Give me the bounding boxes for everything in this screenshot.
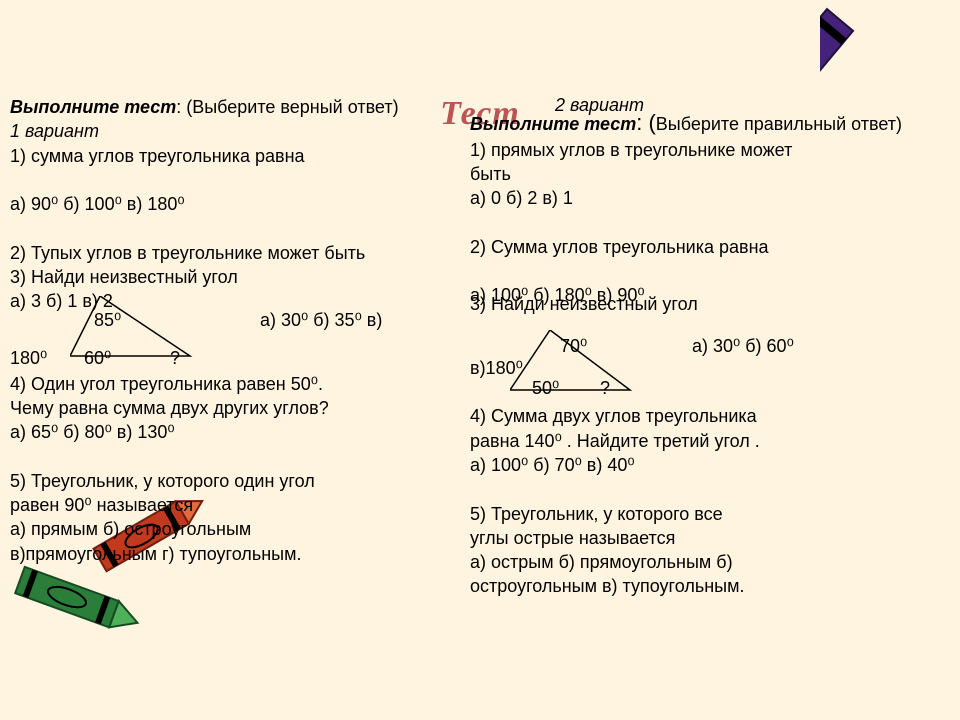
tri-left-bl: 60⁰ bbox=[84, 346, 111, 370]
q5-left-b: равен 90⁰ называется bbox=[10, 493, 465, 517]
q5-left-a: 5) Треугольник, у которого один угол bbox=[10, 469, 465, 493]
q5-right-a: 5) Треугольник, у которого все bbox=[470, 502, 925, 526]
q2-right: 2) Сумма углов треугольника равна bbox=[470, 235, 925, 259]
tri-right-top: 70⁰ bbox=[560, 334, 587, 358]
q5-right-b: углы острые называется bbox=[470, 526, 925, 550]
q5-left-c: а) прямым б) остроугольным bbox=[10, 517, 465, 541]
tri-left-br: ? bbox=[170, 346, 180, 370]
q4-right-opts: а) 100⁰ б) 70⁰ в) 40⁰ bbox=[470, 453, 925, 477]
q3-right-opts-b: в)180⁰ bbox=[470, 356, 523, 380]
q3-right-opts-a: а) 30⁰ б) 60⁰ bbox=[692, 334, 794, 358]
q1-right-opts: а) 0 б) 2 в) 1 bbox=[470, 186, 925, 210]
q5-right-c: а) острым б) прямоугольным б) bbox=[470, 550, 925, 574]
q1-left-opts: а) 90⁰ б) 100⁰ в) 180⁰ bbox=[10, 192, 465, 216]
variant-1-label: 1 вариант bbox=[10, 119, 465, 143]
q1-left: 1) сумма углов треугольника равна bbox=[10, 144, 465, 168]
q5-right-d: остроугольным в) тупоугольным. bbox=[470, 574, 925, 598]
heading-right-b: : ( bbox=[636, 110, 656, 135]
q3-left-a: 3) Найди неизвестный угол bbox=[10, 265, 465, 289]
heading-left: Выполните тест bbox=[10, 97, 176, 117]
q3-left-opts-b: 180⁰ bbox=[10, 346, 47, 370]
variant-1-column: Выполните тест: (Выберите верный ответ) … bbox=[10, 95, 465, 566]
variant-2-column: Выполните тест: (Выберите правильный отв… bbox=[470, 108, 925, 599]
heading-right-c: Выберите правильный ответ) bbox=[656, 114, 902, 134]
q3-right-a: 3) Найди неизвестный угол bbox=[470, 292, 925, 316]
q4-right-b: равна 140⁰ . Найдите третий угол . bbox=[470, 429, 925, 453]
q4-left-b: Чему равна сумма двух других углов? bbox=[10, 396, 465, 420]
q2-left: 2) Тупых углов в треугольнике может быть bbox=[10, 241, 465, 265]
tri-left-top: 85⁰ bbox=[94, 308, 121, 332]
q5-left-d: в)прямоугольным г) тупоугольным. bbox=[10, 542, 465, 566]
q3-left-opts-a: а) 30⁰ б) 35⁰ в) bbox=[260, 308, 382, 332]
heading-left-sub: : (Выберите верный ответ) bbox=[176, 97, 398, 117]
q1-right-b: быть bbox=[470, 162, 925, 186]
tri-right-bl: 50⁰ bbox=[532, 376, 559, 400]
q4-left-opts: а) 65⁰ б) 80⁰ в) 130⁰ bbox=[10, 420, 465, 444]
tri-right-br: ? bbox=[600, 376, 610, 400]
q1-right-a: 1) прямых углов в треугольнике может bbox=[470, 138, 925, 162]
heading-right: Выполните тест bbox=[470, 114, 636, 134]
